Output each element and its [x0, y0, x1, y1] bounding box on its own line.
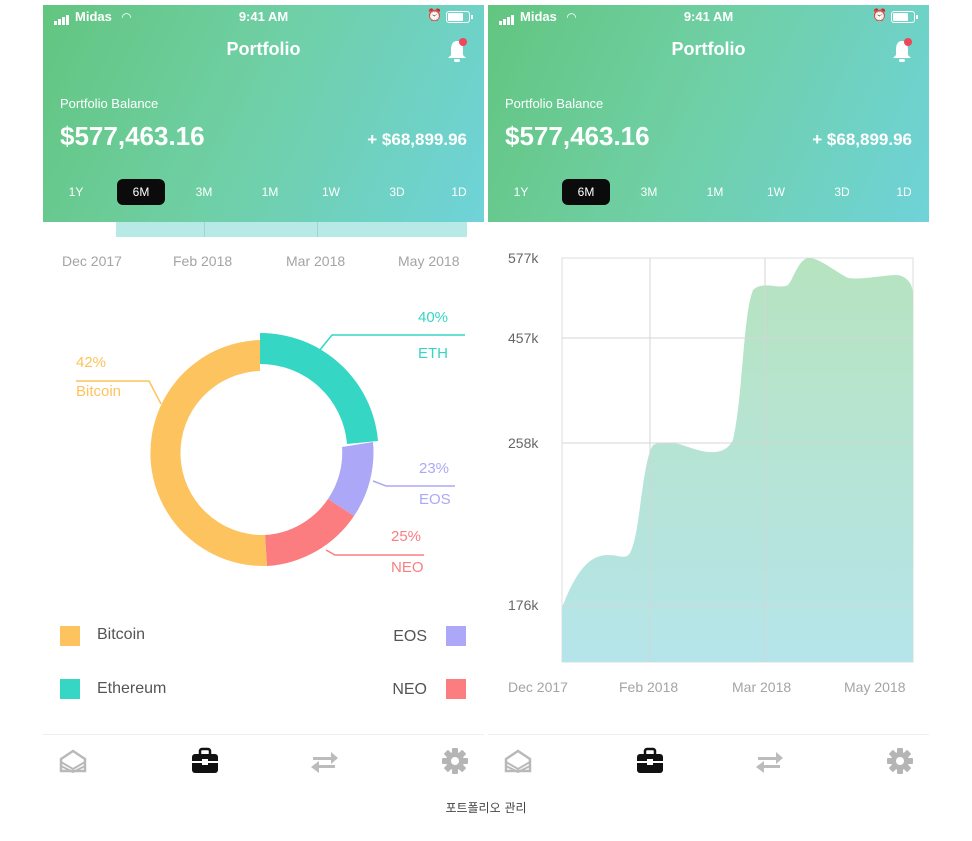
- range-selector: 1Y 6M 3M 1M 1W 3D 1D: [500, 179, 921, 205]
- balance-value: $577,463.16: [505, 121, 650, 151]
- wifi-icon: ◠: [566, 10, 577, 24]
- balance-area-chart: [561, 257, 914, 663]
- range-6m[interactable]: 6M: [117, 179, 165, 205]
- carrier: Midas ◠: [54, 9, 132, 26]
- x-label: Mar 2018: [732, 679, 792, 695]
- range-1m[interactable]: 1M: [706, 185, 724, 199]
- balance-change: + $68,899.96: [812, 130, 912, 149]
- balance-label: Portfolio Balance: [60, 96, 159, 111]
- eos-percent: 23%: [419, 460, 450, 477]
- x-axis-labels: Dec 2017 Feb 2018 Mar 2018 May 2018: [488, 679, 929, 699]
- x-label: May 2018: [844, 679, 906, 695]
- slice-eos[interactable]: [328, 442, 374, 516]
- slice-bitcoin[interactable]: [150, 340, 267, 567]
- range-6m[interactable]: 6M: [562, 179, 610, 205]
- y-tick-label: 577k: [508, 250, 539, 266]
- portfolio-screen-allocation: Midas ◠ 9:41 AM ⏰ Portfolio Portfolio Bal…: [43, 5, 484, 780]
- alarm-icon: ⏰: [872, 8, 887, 22]
- legend-label-ethereum: Ethereum: [97, 680, 167, 697]
- range-3m[interactable]: 3M: [640, 185, 658, 199]
- range-1w[interactable]: 1W: [322, 185, 340, 199]
- bitcoin-label: Bitcoin: [76, 383, 122, 400]
- settings-icon[interactable]: [440, 747, 470, 775]
- exchange-icon[interactable]: [309, 747, 339, 775]
- neo-percent: 25%: [391, 528, 422, 545]
- range-1m[interactable]: 1M: [261, 185, 279, 199]
- leader-lines: [76, 334, 465, 556]
- y-tick-label: 457k: [508, 330, 539, 346]
- x-label: Feb 2018: [619, 679, 679, 695]
- caption: 포트폴리오 관리: [445, 801, 527, 815]
- status-bar: Midas ◠ 9:41 AM ⏰: [43, 8, 484, 26]
- tab-bar: [488, 734, 929, 780]
- slice-eth[interactable]: [260, 332, 378, 444]
- range-3d[interactable]: 3D: [834, 185, 850, 199]
- slice-neo[interactable]: [265, 499, 354, 566]
- status-time: 9:41 AM: [683, 9, 734, 24]
- range-3d[interactable]: 3D: [389, 185, 405, 199]
- x-axis-labels: Dec 2017 Feb 2018 Mar 2018 May 2018: [43, 253, 484, 273]
- balance-value: $577,463.16: [60, 121, 205, 151]
- battery-icon: [446, 11, 473, 23]
- eos-label: EOS: [419, 491, 451, 508]
- y-tick-label: 258k: [508, 435, 539, 451]
- notification-bell-icon[interactable]: [891, 38, 913, 64]
- tab-bar: [43, 734, 484, 780]
- alarm-icon: ⏰: [427, 8, 442, 22]
- x-label: Mar 2018: [286, 253, 346, 269]
- range-1y[interactable]: 1Y: [68, 185, 84, 199]
- legend-label-eos: EOS: [393, 628, 427, 645]
- portfolio-header: Midas ◠ 9:41 AM ⏰ Portfolio Portfolio Bal…: [488, 5, 929, 222]
- range-3m[interactable]: 3M: [195, 185, 213, 199]
- legend-label-neo: NEO: [392, 681, 427, 698]
- x-label: Feb 2018: [173, 253, 233, 269]
- wallet-icon[interactable]: [58, 747, 88, 775]
- wifi-icon: ◠: [121, 10, 132, 24]
- range-selector: 1Y 6M 3M 1M 1W 3D 1D: [55, 179, 476, 205]
- range-1d[interactable]: 1D: [451, 185, 467, 199]
- range-1w[interactable]: 1W: [767, 185, 785, 199]
- exchange-icon[interactable]: [754, 747, 784, 775]
- x-label: May 2018: [398, 253, 460, 269]
- y-tick-label: 176k: [508, 597, 539, 613]
- portfolio-screen-chart: Midas ◠ 9:41 AM ⏰ Portfolio Portfolio Bal…: [488, 5, 929, 780]
- chart-peek: [116, 222, 467, 237]
- allocation-donut-chart: [76, 332, 465, 567]
- balance-label: Portfolio Balance: [505, 96, 604, 111]
- legend-swatch-eos: [446, 626, 466, 646]
- legend-label-bitcoin: Bitcoin: [97, 626, 146, 643]
- donut-slices: [150, 332, 378, 567]
- signal-icon: [54, 10, 70, 26]
- range-1y[interactable]: 1Y: [513, 185, 529, 199]
- wallet-icon[interactable]: [503, 747, 533, 775]
- briefcase-icon[interactable]: [635, 747, 665, 775]
- notification-bell-icon[interactable]: [446, 38, 468, 64]
- balance-change: + $68,899.96: [367, 130, 467, 149]
- range-1d[interactable]: 1D: [896, 185, 912, 199]
- legend-swatch-neo: [446, 679, 466, 699]
- carrier: Midas ◠: [499, 9, 577, 26]
- battery-icon: [891, 11, 918, 23]
- eth-percent: 40%: [418, 309, 449, 326]
- page-title: Portfolio: [226, 39, 301, 59]
- carrier-name: Midas: [520, 9, 557, 24]
- gridlines: [562, 258, 913, 662]
- neo-label: NEO: [391, 559, 424, 576]
- carrier-name: Midas: [75, 9, 112, 24]
- eth-label: ETH: [418, 345, 448, 362]
- x-label: Dec 2017: [62, 253, 122, 269]
- page-title: Portfolio: [671, 39, 746, 59]
- status-time: 9:41 AM: [238, 9, 289, 24]
- signal-icon: [499, 10, 515, 26]
- bitcoin-percent: 42%: [76, 354, 107, 371]
- portfolio-header: Midas ◠ 9:41 AM ⏰ Portfolio Portfolio Bal…: [43, 5, 484, 222]
- legend-swatch-bitcoin: [60, 626, 80, 646]
- x-label: Dec 2017: [508, 679, 568, 695]
- settings-icon[interactable]: [885, 747, 915, 775]
- legend-swatch-ethereum: [60, 679, 80, 699]
- status-bar: Midas ◠ 9:41 AM ⏰: [488, 8, 929, 26]
- briefcase-icon[interactable]: [190, 747, 220, 775]
